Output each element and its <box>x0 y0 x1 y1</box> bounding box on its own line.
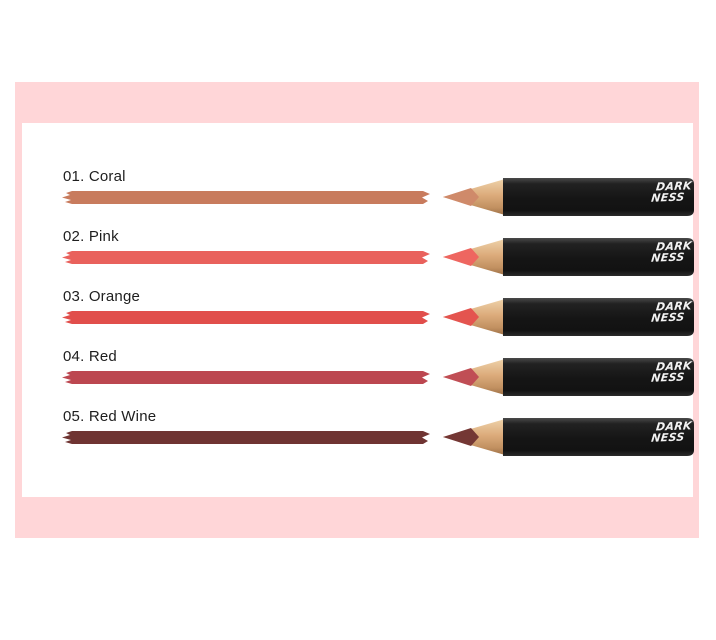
pencil-image <box>443 238 694 276</box>
shade-row-red-wine: 05. Red Wine DARK NESS <box>0 407 716 467</box>
pencil-image <box>443 418 694 456</box>
shade-label: 05. Red Wine <box>63 408 157 425</box>
brand-logo-line2: NESS <box>650 310 686 325</box>
shade-row-orange: 03. Orange DARK NESS <box>0 287 716 347</box>
pencil-image <box>443 298 694 336</box>
swatch-stroke <box>62 251 430 264</box>
shade-label: 03. Orange <box>63 288 141 305</box>
brand-logo: DARK NESS <box>650 179 693 205</box>
swatch-stroke <box>62 311 430 324</box>
shade-label: 04. Red <box>63 348 117 365</box>
shade-row-pink: 02. Pink DARK NESS <box>0 227 716 287</box>
brand-logo: DARK NESS <box>650 239 693 265</box>
brand-logo: DARK NESS <box>650 419 693 445</box>
pencil-image <box>443 178 694 216</box>
brand-logo: DARK NESS <box>650 359 693 385</box>
shade-label: 01. Coral <box>63 168 126 185</box>
pencil-image <box>443 358 694 396</box>
shade-row-coral: 01. Coral DARK NESS <box>0 167 716 227</box>
shade-label: 02. Pink <box>63 228 119 245</box>
brand-logo-line2: NESS <box>650 190 686 205</box>
swatch-stroke <box>62 371 430 384</box>
shade-row-red: 04. Red DARK NESS <box>0 347 716 407</box>
brand-logo-line2: NESS <box>650 430 686 445</box>
swatch-stroke <box>62 431 430 444</box>
brand-logo: DARK NESS <box>650 299 693 325</box>
swatch-stroke <box>62 191 430 204</box>
brand-logo-line2: NESS <box>650 250 686 265</box>
brand-logo-line2: NESS <box>650 370 686 385</box>
